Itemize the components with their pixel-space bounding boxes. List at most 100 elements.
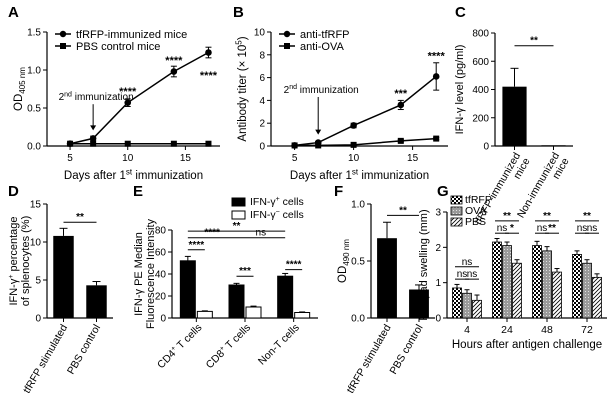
- bar: [592, 276, 602, 319]
- significance-label: ***: [239, 266, 251, 277]
- legend-swatch: [450, 195, 463, 205]
- y-tick-label: 1.0: [27, 66, 41, 77]
- significance-label: **: [583, 211, 591, 222]
- bar: [542, 250, 552, 319]
- bar: [532, 245, 542, 319]
- bar: [409, 289, 429, 318]
- y-axis-label: IFN-γ level (pg/ml): [454, 45, 466, 135]
- significance-label: **: [503, 211, 511, 222]
- x-tick-label: 5: [67, 153, 73, 164]
- legend-label: anti-OVA: [300, 41, 344, 53]
- bar: [572, 253, 582, 319]
- y-tick-label: 200: [472, 113, 489, 124]
- significance-label: ****: [200, 70, 218, 82]
- category-label: 24: [501, 324, 513, 336]
- legend-marker: [60, 43, 66, 49]
- bar: [502, 245, 512, 319]
- data-point: [124, 99, 132, 106]
- bar: [179, 260, 196, 319]
- bar: [512, 262, 522, 319]
- data-point: [350, 141, 357, 148]
- data-point: [433, 135, 440, 142]
- legend-label: anti-tfRFP: [300, 29, 350, 41]
- y-tick-label: 6: [259, 73, 265, 84]
- y-axis-label: of splenocytes (%): [20, 216, 32, 306]
- bar: [502, 86, 527, 146]
- y-tick-label: 0: [483, 142, 489, 153]
- x-tick-label: 10: [122, 153, 134, 164]
- y-tick-label: 15: [30, 200, 42, 211]
- legend-label: IFN-γ− cells: [250, 209, 304, 221]
- y-tick-label: 1.0: [351, 200, 365, 211]
- y-tick-label: 0: [35, 314, 41, 325]
- annotation-arrow-head: [315, 129, 322, 135]
- bar: [541, 145, 566, 147]
- y-tick-label: 0: [259, 142, 265, 153]
- bar: [552, 271, 562, 319]
- y-tick-label: 60: [155, 248, 167, 259]
- y-tick-label: 400: [472, 85, 489, 96]
- y-tick-label: 8: [259, 50, 265, 61]
- bar: [86, 285, 107, 318]
- significance-label: ns: [467, 269, 478, 280]
- data-point: [397, 137, 404, 144]
- panel-letter-e: E: [133, 183, 143, 200]
- y-tick-label: 600: [472, 57, 489, 68]
- data-point: [432, 73, 440, 80]
- data-point: [291, 142, 298, 149]
- legend-marker: [283, 30, 291, 38]
- panel-g: G 0 1 2 3 4 24 48 72 Hours after antigen challeng…: [418, 183, 607, 351]
- legend-label: tfRFP: [465, 194, 492, 206]
- y-tick-label: 10: [254, 28, 266, 39]
- category-label: PBS control: [387, 323, 425, 377]
- significance-label: **: [548, 223, 556, 234]
- significance-label: **: [530, 36, 538, 47]
- significance-label: *: [510, 223, 514, 234]
- significance-label: ****: [204, 228, 220, 239]
- panel-letter-g: G: [437, 183, 449, 200]
- y-tick-label: 40: [155, 270, 167, 281]
- y-tick-label: 10: [30, 238, 42, 249]
- bar: [582, 262, 592, 319]
- category-label: 4: [464, 324, 470, 336]
- data-point: [350, 122, 357, 129]
- significance-label: ****: [165, 55, 183, 67]
- y-axis-label: IFN-γ+ percentage: [8, 216, 20, 305]
- annotation-label: 2nd immunization: [284, 84, 359, 96]
- panel-b: B 0 2 4 6 8 10 5 10 15 Days after 1st immunization…: [233, 4, 448, 182]
- y-tick-label: 2: [259, 119, 265, 130]
- legend-label: PBS control mice: [76, 41, 160, 53]
- y-axis-label: IFN-γ PE Median: [133, 232, 145, 316]
- category-label: PBS control: [65, 323, 103, 377]
- x-tick-label: 10: [348, 153, 360, 164]
- panel-a: A 0.0 0.5 1.0 1.5 5 10 15 Days after 1st immuniz…: [8, 4, 220, 182]
- legend-label: PBS: [465, 216, 486, 228]
- significance-label: **: [399, 205, 407, 216]
- data-point: [89, 135, 97, 142]
- y-axis-label: OD490 nm: [337, 239, 351, 283]
- data-point: [205, 140, 212, 147]
- significance-label: **: [76, 212, 84, 223]
- y-tick-label: 5: [35, 276, 41, 287]
- legend-swatch: [450, 206, 463, 216]
- significance-label: ****: [428, 50, 446, 62]
- x-axis-label: Days after 1st immunization: [290, 168, 429, 182]
- category-label: 72: [581, 324, 593, 336]
- bar: [377, 238, 397, 318]
- y-tick-label: 1: [435, 278, 441, 289]
- panel-letter-b: B: [233, 4, 244, 21]
- annotation-label: 2nd immunization: [59, 91, 134, 103]
- data-point: [170, 140, 177, 147]
- legend-swatch: [231, 210, 246, 220]
- bar: [245, 306, 262, 319]
- significance-label: ***: [394, 88, 408, 100]
- legend-marker: [59, 30, 67, 38]
- y-tick-label: 0.5: [351, 257, 365, 268]
- significance-label: ns: [587, 223, 598, 234]
- significance-label: ns: [577, 223, 588, 234]
- y-tick-label: 0: [160, 314, 166, 325]
- bar: [492, 241, 502, 319]
- significance-label: ****: [189, 240, 205, 251]
